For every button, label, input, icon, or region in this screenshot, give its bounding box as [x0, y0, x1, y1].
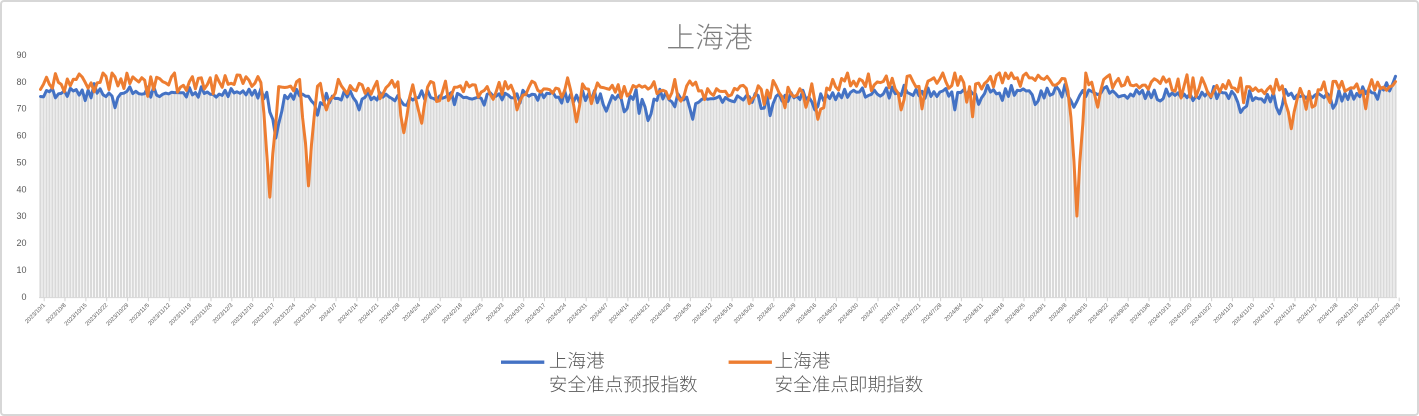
svg-text:2024/2/18: 2024/2/18 — [441, 303, 463, 325]
svg-text:2024/6/9: 2024/6/9 — [777, 303, 797, 323]
svg-text:2024/5/12: 2024/5/12 — [692, 303, 714, 325]
svg-text:2024/4/7: 2024/4/7 — [590, 303, 610, 323]
svg-text:2024/9/15: 2024/9/15 — [1067, 303, 1089, 325]
svg-text:2024/3/17: 2024/3/17 — [525, 303, 547, 325]
svg-text:2024/8/25: 2024/8/25 — [1004, 303, 1026, 325]
svg-text:2023/11/26: 2023/11/26 — [189, 303, 213, 327]
svg-text:2024/1/21: 2024/1/21 — [358, 303, 380, 325]
svg-text:2024/3/31: 2024/3/31 — [566, 303, 588, 325]
svg-text:2024/7/21: 2024/7/21 — [900, 303, 922, 325]
svg-text:2024/1/14: 2024/1/14 — [337, 302, 360, 325]
svg-text:2024/2/4: 2024/2/4 — [402, 302, 423, 323]
svg-text:2024/8/11: 2024/8/11 — [963, 303, 985, 325]
svg-text:2024/4/21: 2024/4/21 — [629, 303, 651, 325]
svg-text:10: 10 — [16, 265, 26, 275]
svg-text:0: 0 — [21, 292, 26, 302]
svg-text:20: 20 — [16, 238, 26, 248]
svg-text:2024/2/25: 2024/2/25 — [462, 303, 484, 325]
svg-text:2024/9/1: 2024/9/1 — [1027, 303, 1047, 323]
svg-text:2024/6/23: 2024/6/23 — [817, 303, 839, 325]
svg-text:2024/2/11: 2024/2/11 — [421, 303, 443, 325]
svg-text:70: 70 — [16, 104, 26, 114]
svg-text:2024/6/16: 2024/6/16 — [796, 303, 818, 325]
svg-text:2023/12/31: 2023/12/31 — [293, 303, 318, 328]
svg-text:2024/3/24: 2024/3/24 — [546, 302, 569, 325]
svg-text:2024/9/29: 2024/9/29 — [1108, 303, 1130, 325]
svg-text:2024/1/7: 2024/1/7 — [319, 303, 339, 323]
svg-text:2024/9/22: 2024/9/22 — [1088, 303, 1110, 325]
svg-text:2024/11/24: 2024/11/24 — [1273, 302, 1298, 327]
svg-text:2024/4/14: 2024/4/14 — [608, 302, 631, 325]
svg-text:60: 60 — [16, 131, 26, 141]
svg-text:2024/7/14: 2024/7/14 — [879, 302, 902, 325]
svg-text:2023/10/29: 2023/10/29 — [106, 303, 131, 328]
svg-text:2024/3/3: 2024/3/3 — [485, 303, 505, 323]
svg-text:50: 50 — [16, 158, 26, 168]
svg-text:2024/12/29: 2024/12/29 — [1377, 303, 1402, 328]
svg-text:2024/8/18: 2024/8/18 — [983, 303, 1005, 325]
svg-text:2024/12/1: 2024/12/1 — [1296, 303, 1318, 325]
svg-text:90: 90 — [16, 50, 26, 60]
svg-text:2024/3/10: 2024/3/10 — [504, 303, 526, 325]
svg-text:40: 40 — [16, 184, 26, 194]
svg-text:2024/4/28: 2024/4/28 — [650, 303, 672, 325]
svg-text:2024/5/19: 2024/5/19 — [712, 303, 734, 325]
svg-text:80: 80 — [16, 77, 26, 87]
svg-text:2024/6/30: 2024/6/30 — [837, 303, 859, 325]
svg-text:2024/7/28: 2024/7/28 — [921, 303, 943, 325]
svg-text:2023/10/1: 2023/10/1 — [24, 303, 46, 325]
svg-text:2024/5/5: 2024/5/5 — [673, 303, 693, 323]
svg-text:2024/6/2: 2024/6/2 — [756, 303, 776, 323]
svg-text:2024/8/4: 2024/8/4 — [944, 302, 965, 323]
svg-text:2024/9/8: 2024/9/8 — [1048, 303, 1068, 323]
svg-text:2024/5/26: 2024/5/26 — [733, 303, 755, 325]
svg-text:30: 30 — [16, 211, 26, 221]
svg-text:2024/7/7: 2024/7/7 — [861, 303, 881, 323]
svg-text:2024/1/28: 2024/1/28 — [379, 303, 401, 325]
svg-text:2024/10/27: 2024/10/27 — [1190, 303, 1215, 328]
